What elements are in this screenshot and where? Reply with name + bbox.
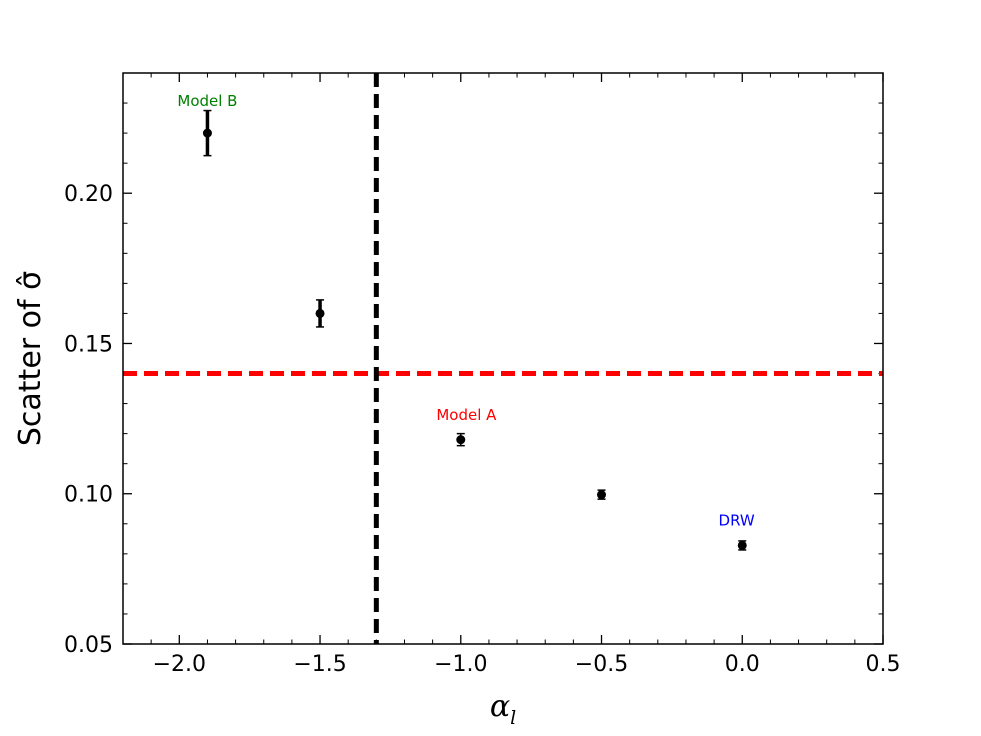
x-axis-label-main: α [490, 689, 510, 724]
data-point [202, 128, 212, 138]
data-points [202, 109, 747, 551]
x-tick-label: −1.0 [434, 652, 487, 677]
x-axis-label-subscript: l [510, 707, 516, 729]
minor-ticks [122, 72, 883, 644]
x-tick-label: −1.5 [293, 652, 346, 677]
data-point [315, 308, 325, 318]
y-tick-label: 0.15 [64, 332, 113, 357]
data-point [597, 490, 607, 500]
major-ticks [123, 73, 884, 645]
annotations: Model B Model A DRW [177, 92, 755, 529]
y-tick-label: 0.20 [64, 182, 113, 207]
y-axis-label: Scatter of σ̂ [13, 271, 48, 446]
x-tick-label: 0.0 [725, 652, 760, 677]
annotation-label: Model B [177, 92, 237, 110]
annotation-label: Model A [436, 406, 497, 424]
x-tick-labels: −2.0 −1.5 −1.0 −0.5 0.0 0.5 [153, 652, 901, 677]
data-point [456, 435, 466, 445]
x-tick-label: 0.5 [866, 652, 901, 677]
x-axis-label: αl [490, 689, 516, 729]
y-tick-labels: 0.05 0.10 0.15 0.20 [64, 182, 113, 658]
plot-frame [122, 72, 884, 645]
data-point [737, 540, 747, 550]
y-tick-label: 0.05 [64, 633, 113, 658]
x-tick-label: −0.5 [575, 652, 628, 677]
annotation-label: DRW [719, 511, 755, 529]
x-tick-label: −2.0 [153, 652, 206, 677]
y-tick-label: 0.10 [64, 483, 113, 508]
reference-lines [123, 73, 883, 644]
